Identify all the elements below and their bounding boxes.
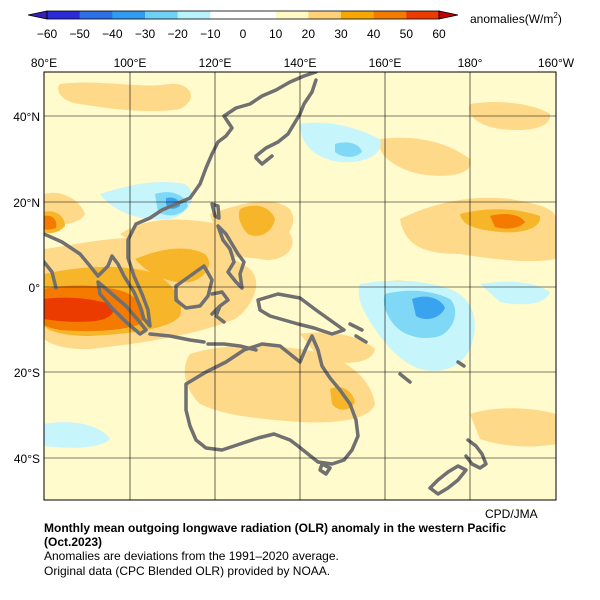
colorbar-tick-label: −60 xyxy=(37,27,58,41)
colorbar-segment xyxy=(308,11,342,19)
asia-mainland-coast xyxy=(44,72,318,328)
colorbar-tick-label: 50 xyxy=(400,27,414,41)
colorbar-left-arrow xyxy=(27,10,48,20)
colorbar-segment xyxy=(275,11,309,19)
borneo-coast xyxy=(174,264,214,310)
sulawesi-coast xyxy=(210,290,230,324)
india-coast xyxy=(44,260,58,290)
solomon-coast xyxy=(348,322,368,344)
colorbar-tick-label: 40 xyxy=(367,27,381,41)
colorbar-tick-label: −20 xyxy=(167,27,188,41)
caption: Monthly mean outgoing longwave radiation… xyxy=(44,521,594,579)
lat-label-20s: 20°S xyxy=(14,366,40,380)
colorbar-tick-label: −10 xyxy=(200,27,221,41)
colorbar-tick-label: 30 xyxy=(334,27,348,41)
fiji-coast xyxy=(456,360,466,368)
taiwan-coast xyxy=(210,202,221,220)
new-zealand-coast xyxy=(428,438,488,496)
colorbar-segment xyxy=(243,11,277,19)
caption-line2: Original data (CPC Blended OLR) provided… xyxy=(44,564,331,578)
lon-label-140e: 140°E xyxy=(284,56,317,70)
colorbar-segment xyxy=(145,11,179,19)
sumatra-coast xyxy=(96,280,148,336)
olr-anomaly-map: 80°E 100°E 120°E 140°E 160°E 180° 160°W … xyxy=(13,56,575,501)
australia-coast xyxy=(184,334,360,466)
colorbar-segment xyxy=(112,11,146,19)
colorbar-segment xyxy=(406,11,440,19)
positive-anomaly-very-strong xyxy=(44,297,114,322)
java-coast xyxy=(148,332,206,344)
colorbar-segment xyxy=(79,11,113,19)
caption-title-line1: Monthly mean outgoing longwave radiation… xyxy=(44,521,507,535)
lon-label-180: 180° xyxy=(458,56,483,70)
coastlines xyxy=(44,72,488,496)
colorbar-tick-label: 20 xyxy=(302,27,316,41)
colorbar-tick-label: −50 xyxy=(69,27,90,41)
lon-label-100e: 100°E xyxy=(114,56,147,70)
colorbar-segment xyxy=(210,11,244,19)
colorbar-tick-label: −30 xyxy=(135,27,156,41)
japan-coast xyxy=(254,78,318,166)
philippines-coast xyxy=(216,224,246,290)
lon-label-160w: 160°W xyxy=(538,56,575,70)
colorbar-segment xyxy=(177,11,211,19)
lat-label-0: 0° xyxy=(29,281,41,295)
caption-title-line2: (Oct.2023) xyxy=(44,535,103,549)
longitude-labels: 80°E 100°E 120°E 140°E 160°E 180° 160°W xyxy=(31,56,575,70)
tasmania-coast xyxy=(318,462,332,476)
lon-label-160e: 160°E xyxy=(369,56,402,70)
credit-label: CPD/JMA xyxy=(485,507,538,521)
colorbar-unit-label: anomalies(W/m2) xyxy=(470,11,562,26)
new-caledonia-coast xyxy=(398,372,412,384)
colorbar: −60 −50 −40 −30 −20 −10 0 10 20 30 40 50 60 anomalie… xyxy=(27,10,562,41)
lon-label-80e: 80°E xyxy=(31,56,57,70)
colorbar-tick-label: 0 xyxy=(240,27,247,41)
colorbar-segment xyxy=(47,11,81,19)
lat-label-40n: 40°N xyxy=(13,110,40,124)
map-frame xyxy=(43,71,557,501)
colorbar-tick-label: 60 xyxy=(432,27,446,41)
colorbar-tick-label: 10 xyxy=(269,27,283,41)
colorbar-segment xyxy=(341,11,375,19)
colorbar-segment xyxy=(373,11,407,19)
lon-label-120e: 120°E xyxy=(199,56,232,70)
lat-label-20n: 20°N xyxy=(13,196,40,210)
colorbar-tick-label: −40 xyxy=(102,27,123,41)
colorbar-right-arrow xyxy=(438,10,459,20)
lat-label-40s: 40°S xyxy=(14,452,40,466)
gridlines xyxy=(44,72,556,500)
caption-line1: Anomalies are deviations from the 1991–2… xyxy=(44,549,339,563)
latitude-labels: 40°N 20°N 0° 20°S 40°S xyxy=(13,110,40,466)
